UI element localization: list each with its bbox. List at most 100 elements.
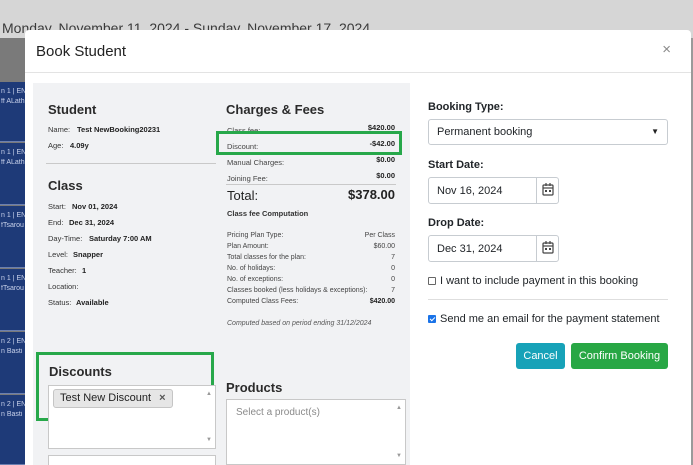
joining-fee-value: $0.00 [376,171,395,180]
event-subtitle: ff ALath [1,159,25,166]
discount-value: -$42.00 [369,139,395,148]
calendar-event[interactable]: n 2 | EN n Basti [0,395,25,465]
chevron-down-icon: ▼ [651,127,659,136]
calendar-event[interactable]: n 1 | EN fTsarou [0,206,25,268]
modal-title: Book Student [36,43,127,60]
computation-value: 0 [391,276,395,283]
cancel-button[interactable]: Cancel [516,343,565,369]
page-scrollbar[interactable] [691,38,693,465]
scroll-down-icon[interactable]: ▼ [396,453,402,459]
total-label: Total: [227,188,259,203]
manual-charges-label: Manual Charges: [227,158,285,167]
student-age: 4.09y [70,141,89,150]
location-label: Location: [48,282,79,291]
include-payment-label: I want to include payment in this bookin… [440,275,639,287]
computation-label: No. of exceptions: [227,276,284,283]
level-label: Level: [48,250,69,259]
class-level: Snapper [73,250,104,259]
class-fee-value: $420.00 [367,123,395,132]
discount-highlight [216,131,402,155]
remove-chip-icon[interactable]: × [159,392,166,404]
computation-label: Pricing Plan Type: [227,232,284,239]
start-label: Start: [48,202,66,211]
calendar-icon[interactable] [536,236,558,261]
event-subtitle: ff ALath [1,98,25,105]
calendar-event[interactable]: n 1 | EN ff ALath [0,82,25,142]
computation-value: 7 [391,287,395,294]
booking-type-value: Permanent booking [437,126,533,138]
end-label: End: [48,218,64,227]
event-subtitle: n Basti [1,348,23,355]
computation-value: 7 [391,254,395,261]
charges-heading: Charges & Fees [226,102,325,117]
class-start: Nov 01, 2024 [72,202,118,211]
calendar-icon[interactable] [536,178,558,203]
student-heading: Student [48,102,97,117]
book-student-modal: Book Student × Student Name: Test NewBoo… [25,30,691,465]
student-name: Test NewBooking20231 [77,125,161,134]
scroll-up-icon[interactable]: ▲ [206,391,212,397]
computation-label: Computed Class Fees: [227,298,299,305]
start-date-label: Start Date: [428,159,484,171]
daytime-label: Day-Time: [48,234,83,243]
send-email-checkbox[interactable] [428,315,436,323]
divider [226,184,396,185]
event-title: n 1 | EN [1,275,25,282]
event-subtitle: fTsarou [1,222,24,229]
event-subtitle: fTsarou [1,285,24,292]
event-title: n 1 | EN [1,149,25,156]
drop-date-value: Dec 31, 2024 [437,243,503,255]
age-label: Age: [48,141,64,150]
booking-type-select[interactable]: Permanent booking ▼ [428,119,668,145]
class-end: Dec 31, 2024 [69,218,115,227]
discount-chip-label: Test New Discount [60,392,152,404]
event-title: n 2 | EN [1,338,25,345]
computation-value: Per Class [364,232,395,239]
computation-label: Classes booked (less holidays & exceptio… [227,287,368,294]
products-heading: Products [226,380,283,395]
divider [428,299,668,300]
booking-type-label: Booking Type: [428,101,504,113]
send-email-label: Send me an email for the payment stateme… [440,313,660,325]
start-date-input[interactable]: Nov 16, 2024 [428,177,559,204]
calendar-event[interactable]: n 2 | EN n Basti [0,332,25,394]
computation-label: Plan Amount: [227,243,269,250]
computation-value: 0 [391,265,395,272]
event-title: n 1 | EN [1,212,25,219]
teacher-label: Teacher: [48,266,77,275]
secondary-field[interactable] [48,455,216,465]
computation-label: Total classes for the plan: [227,254,306,261]
drop-date-input[interactable]: Dec 31, 2024 [428,235,559,262]
modal-header: Book Student × [25,30,691,73]
computation-value: $60.00 [373,243,395,250]
manual-charges-value: $0.00 [376,155,395,164]
computation-value: $420.00 [369,298,395,305]
discounts-heading: Discounts [49,364,112,379]
class-status: Available [76,298,109,307]
scroll-down-icon[interactable]: ▼ [206,437,212,443]
total-value: $378.00 [348,187,395,202]
event-subtitle: n Basti [1,411,23,418]
scroll-up-icon[interactable]: ▲ [396,405,402,411]
class-teacher: 1 [82,266,87,275]
computation-heading: Class fee Computation [227,209,309,218]
joining-fee-label: Joining Fee: [227,174,268,183]
class-heading: Class [48,178,83,193]
discounts-select[interactable]: Test New Discount × ▲ ▼ [48,385,216,449]
products-select[interactable]: Select a product(s) ▲ ▼ [226,399,406,465]
computation-note: Computed based on period ending 31/12/20… [227,320,372,327]
calendar-event[interactable]: n 1 | EN fTsarou [0,269,25,331]
calendar-event[interactable]: n 1 | EN ff ALath [0,143,25,205]
start-date-value: Nov 16, 2024 [437,185,503,197]
discount-label: Discount: [227,142,259,151]
class-daytime: Saturday 7:00 AM [89,234,152,243]
include-payment-checkbox[interactable] [428,277,436,285]
discount-chip: Test New Discount × [53,389,173,408]
close-icon[interactable]: × [662,41,671,58]
booking-summary-panel: Student Name: Test NewBooking20231 Age: … [33,83,410,465]
drop-date-label: Drop Date: [428,217,485,229]
name-label: Name: [48,125,71,134]
divider [46,163,216,164]
computation-label: No. of holidays: [227,265,276,272]
confirm-booking-button[interactable]: Confirm Booking [571,343,668,369]
